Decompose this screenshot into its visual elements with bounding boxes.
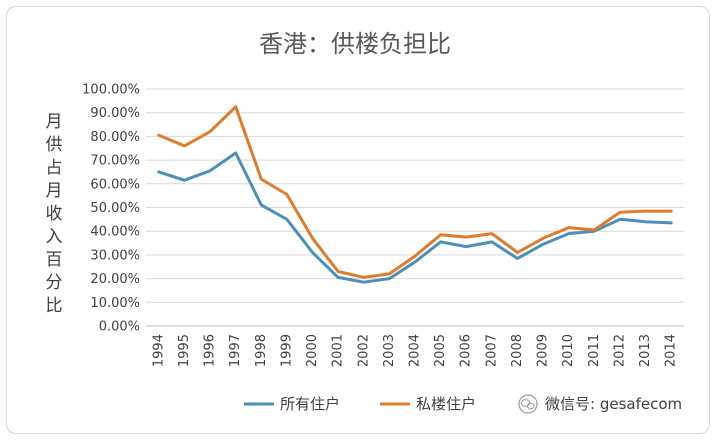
x-tick-label: 2002 [356,334,371,367]
series-line-1 [157,151,673,284]
x-tick-label: 1997 [228,334,243,367]
x-tick-label: 2000 [305,334,320,367]
x-tick-label: 1994 [151,334,166,367]
y-axis-label-char: 入 [46,227,63,247]
y-axis-label-char: 占 [46,158,63,178]
gridlines [146,88,684,327]
x-tick-label: 2011 [587,334,602,367]
x-tick-label: 2014 [664,334,679,367]
x-tick-label: 2013 [638,334,653,367]
chart-title: 香港：供楼负担比 [259,30,451,58]
x-tick-label: 1999 [279,334,294,367]
x-tick-label: 1996 [203,334,218,367]
y-axis-label-char: 百 [46,250,63,270]
series-lines [157,105,673,284]
x-tick-label: 2007 [484,334,499,367]
y-tick-label: 100.00% [82,83,140,98]
chart-frame [6,6,710,434]
y-tick-label: 80.00% [90,130,140,145]
watermark-text: 微信号: gesafecom [545,395,682,413]
x-axis-ticks: 1994 1995 1996 1997 1998 1999 2000 2001 2002 2003… [151,334,678,367]
watermark: 微信号: gesafecom [518,394,682,414]
y-axis-label-char: 月 [46,181,63,201]
y-tick-label: 60.00% [90,177,140,192]
y-tick-label: 50.00% [90,201,140,216]
wechat-icon [518,394,538,414]
y-tick-label: 40.00% [90,225,140,240]
y-axis-label-char: 月 [46,112,63,132]
y-tick-label: 30.00% [90,248,140,263]
series-line-2 [157,105,673,279]
x-tick-label: 2006 [459,334,474,367]
x-tick-label: 1998 [254,334,269,367]
y-axis-label-char: 供 [46,135,63,155]
x-tick-label: 1995 [177,334,192,367]
x-tick-label: 2008 [510,334,525,367]
x-tick-label: 2009 [536,334,551,367]
y-axis-label-char: 分 [46,273,63,293]
y-tick-label: 0.00% [99,320,140,335]
x-tick-label: 2001 [331,334,346,367]
x-tick-label: 2010 [561,334,576,367]
x-tick-label: 2012 [612,334,627,367]
x-tick-label: 2003 [382,334,397,367]
y-axis-label-char: 比 [46,296,63,316]
legend-label: 所有住户 [280,395,340,413]
legend: 所有住户 私楼住户 [244,395,476,413]
y-tick-label: 10.00% [90,296,140,311]
y-tick-label: 90.00% [90,106,140,121]
x-tick-label: 2005 [433,334,448,367]
y-tick-label: 20.00% [90,272,140,287]
y-axis-ticks: 0.00% 10.00% 20.00% 30.00% 40.00% 50.00% 60.00… [82,83,140,335]
y-tick-label: 70.00% [90,154,140,169]
y-axis-label-char: 收 [46,204,63,224]
legend-label: 私楼住户 [416,395,476,413]
x-tick-label: 2004 [408,334,423,367]
